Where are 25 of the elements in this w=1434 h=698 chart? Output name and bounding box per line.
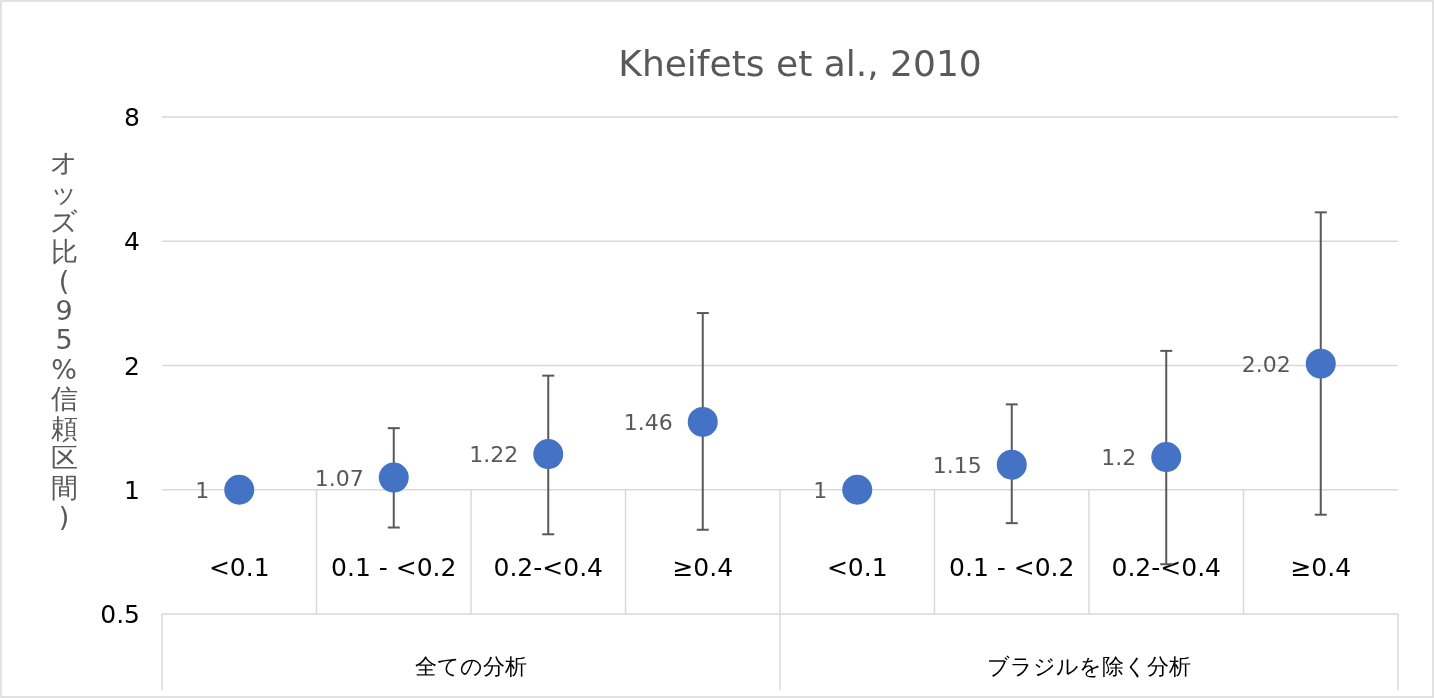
xtick: <0.1 [826,553,888,582]
data-label: 1 [195,477,210,503]
xtick: ≥0.4 [1290,553,1352,582]
ytick: 2 [124,351,140,381]
data-label: 2.02 [1241,351,1291,377]
ytick: 8 [124,103,140,132]
ytick: 4 [124,227,140,257]
xtick: ≥0.4 [672,553,734,582]
xtick: 0.2-<0.4 [1111,553,1221,582]
data-label: 1.22 [469,442,519,468]
ytick: 1 [124,475,140,505]
xtick: <0.1 [208,553,270,582]
data-label: 1.2 [1101,445,1137,471]
xtick: 0.1 - <0.2 [331,553,457,582]
title: Kheifets et al., 2010 [618,43,982,84]
ytick: 0.5 [100,600,140,629]
data-label: 1.46 [623,409,673,435]
annotation: ブラジルを除く分析 [987,654,1191,679]
xtick: 0.2-<0.4 [493,553,603,582]
data-label: 1 [813,477,828,503]
xtick: 0.1 - <0.2 [949,553,1075,582]
annotation: 全ての分析 [415,654,527,679]
ylabel: オッズ比(95%信頼区間) [50,147,78,532]
data-label: 1.07 [314,465,364,491]
data-label: 1.15 [932,452,982,478]
